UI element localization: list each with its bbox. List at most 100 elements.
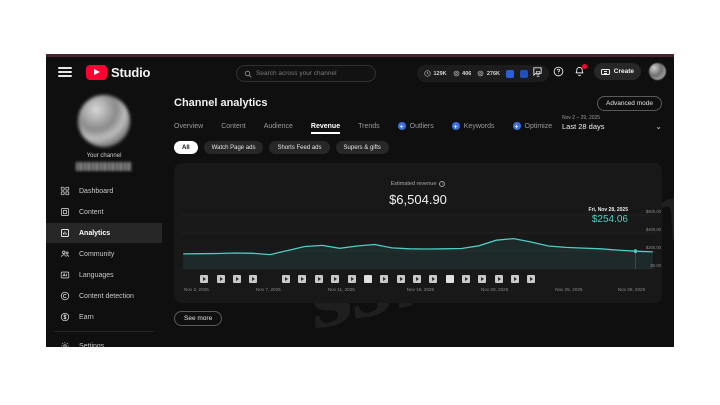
chip-shorts-feed-ads[interactable]: Shorts Feed ads [269, 141, 330, 154]
video-marker[interactable] [494, 275, 503, 283]
video-marker[interactable] [462, 275, 471, 283]
video-marker[interactable] [249, 275, 258, 283]
video-marker[interactable] [363, 275, 372, 283]
sparkle-badge-icon [512, 122, 521, 130]
sidebar-item-label: Community [79, 250, 115, 258]
chip-label: Shorts Feed ads [277, 144, 322, 151]
sidebar-item-content[interactable]: Content [46, 202, 162, 222]
sidebar-item-label: Dashboard [79, 187, 114, 195]
avatar[interactable] [649, 63, 666, 80]
analytics-icon [59, 228, 70, 239]
kpi-value: $6,504.90 [389, 192, 447, 207]
tab-overview[interactable]: Overview [174, 123, 213, 134]
content-icon [59, 207, 70, 218]
video-marker[interactable] [412, 275, 421, 283]
y-tick-label: $400.00 [645, 227, 661, 232]
tab-label: Keywords [463, 122, 495, 130]
create-button-label: Create [613, 68, 634, 75]
search-input[interactable]: Search across your channel [236, 65, 376, 82]
channel-stats-pill: 129K 406 276K [417, 65, 549, 82]
sidebar-item-label: Analytics [79, 229, 111, 237]
copyright-icon [59, 291, 70, 302]
sidebar-item-label: Earn [79, 313, 94, 321]
x-tick-label: Nov 2, 2025 [184, 287, 209, 292]
chart-tooltip: Fri, Nov 28, 2025 $254.06 [589, 207, 628, 225]
video-marker[interactable] [216, 275, 225, 283]
video-marker[interactable] [396, 275, 405, 283]
chart-highlight-dot [633, 249, 638, 254]
sidebar-item-community[interactable]: Community [46, 244, 162, 264]
chip-label: Watch Page ads [211, 144, 256, 151]
tab-trends[interactable]: Trends [358, 123, 390, 134]
date-range-selector[interactable]: Nov 2 – 29, 2025 Last 28 days ⌄ [562, 115, 662, 131]
feedback-icon[interactable] [531, 65, 544, 78]
sidebar-item-dashboard[interactable]: Dashboard [46, 181, 162, 201]
tab-outliers[interactable]: Outliers [397, 122, 444, 134]
stat-badge-blue2-icon[interactable] [520, 69, 528, 78]
video-markers [184, 275, 644, 284]
video-marker[interactable] [282, 275, 291, 283]
sidebar-item-analytics[interactable]: Analytics [46, 223, 162, 243]
create-button[interactable]: Create [594, 63, 641, 80]
video-marker[interactable] [478, 275, 487, 283]
tab-optimize[interactable]: Optimize [512, 122, 563, 134]
stat-badge-blue-icon[interactable] [506, 69, 514, 78]
dashboard-icon [59, 186, 70, 197]
sidebar-item-settings[interactable]: Settings [46, 336, 162, 347]
community-icon [59, 249, 70, 260]
tab-keywords[interactable]: Keywords [451, 122, 505, 134]
video-marker[interactable] [233, 275, 242, 283]
kpi-block: Estimated revenue i $6,504.90 [174, 172, 662, 207]
stat-views-b-value: 276K [486, 70, 500, 77]
hamburger-icon[interactable] [58, 67, 72, 77]
chip-label: Supers & gifts [343, 144, 381, 151]
studio-window: Studio Search across your channel 129K [46, 54, 674, 347]
chip-all[interactable]: All [174, 141, 198, 154]
stat-watchtime: 129K [424, 70, 447, 77]
trophy-icon[interactable] [534, 70, 542, 78]
studio-logo[interactable]: Studio [86, 64, 150, 80]
sidebar-item-content-detection[interactable]: Content detection [46, 286, 162, 306]
tab-revenue[interactable]: Revenue [310, 123, 350, 134]
chip-supers-gifts[interactable]: Supers & gifts [335, 141, 389, 154]
advanced-mode-button[interactable]: Advanced mode [597, 96, 662, 111]
video-marker[interactable] [347, 275, 356, 283]
video-marker[interactable] [380, 275, 389, 283]
sidebar-item-languages[interactable]: Languages [46, 265, 162, 285]
video-marker[interactable] [445, 275, 454, 283]
analytics-tabs: Overview Content Audience Revenue Trends… [174, 118, 674, 134]
sidebar-item-earn[interactable]: Earn [46, 307, 162, 327]
y-tick-label: $600.00 [645, 209, 661, 214]
channel-name-redacted [76, 162, 132, 171]
stat-views-a: 406 [453, 70, 471, 77]
revenue-card: Estimated revenue i $6,504.90 [174, 163, 662, 303]
chart-line [183, 237, 653, 256]
revenue-chart[interactable] [180, 211, 656, 273]
top-bar: Studio Search across your channel 129K [46, 57, 674, 87]
help-icon[interactable] [552, 65, 565, 78]
notifications-icon[interactable] [573, 64, 588, 78]
info-icon[interactable]: i [439, 181, 446, 187]
tab-audience[interactable]: Audience [264, 123, 303, 134]
video-marker[interactable] [429, 275, 438, 283]
video-marker[interactable] [200, 275, 209, 283]
x-tick-label: Nov 25, 2025 [555, 287, 583, 292]
see-more-button[interactable]: See more [174, 311, 223, 326]
youtube-play-icon [86, 64, 107, 80]
chevron-down-icon[interactable]: ⌄ [655, 122, 662, 131]
video-marker[interactable] [331, 275, 340, 283]
video-marker[interactable] [527, 275, 536, 283]
x-tick-label: Nov 20, 2025 [480, 287, 509, 292]
video-marker[interactable] [314, 275, 323, 283]
chip-watch-page-ads[interactable]: Watch Page ads [203, 141, 264, 154]
video-marker[interactable] [298, 275, 307, 283]
eye-icon [478, 70, 484, 77]
video-marker[interactable] [511, 275, 520, 283]
notification-badge [582, 64, 588, 69]
tab-label: Audience [263, 123, 293, 130]
earn-icon [59, 312, 70, 323]
tab-content[interactable]: Content [221, 123, 256, 134]
channel-block[interactable]: Your channel [46, 87, 162, 171]
top-bar-actions: Create [531, 63, 666, 80]
